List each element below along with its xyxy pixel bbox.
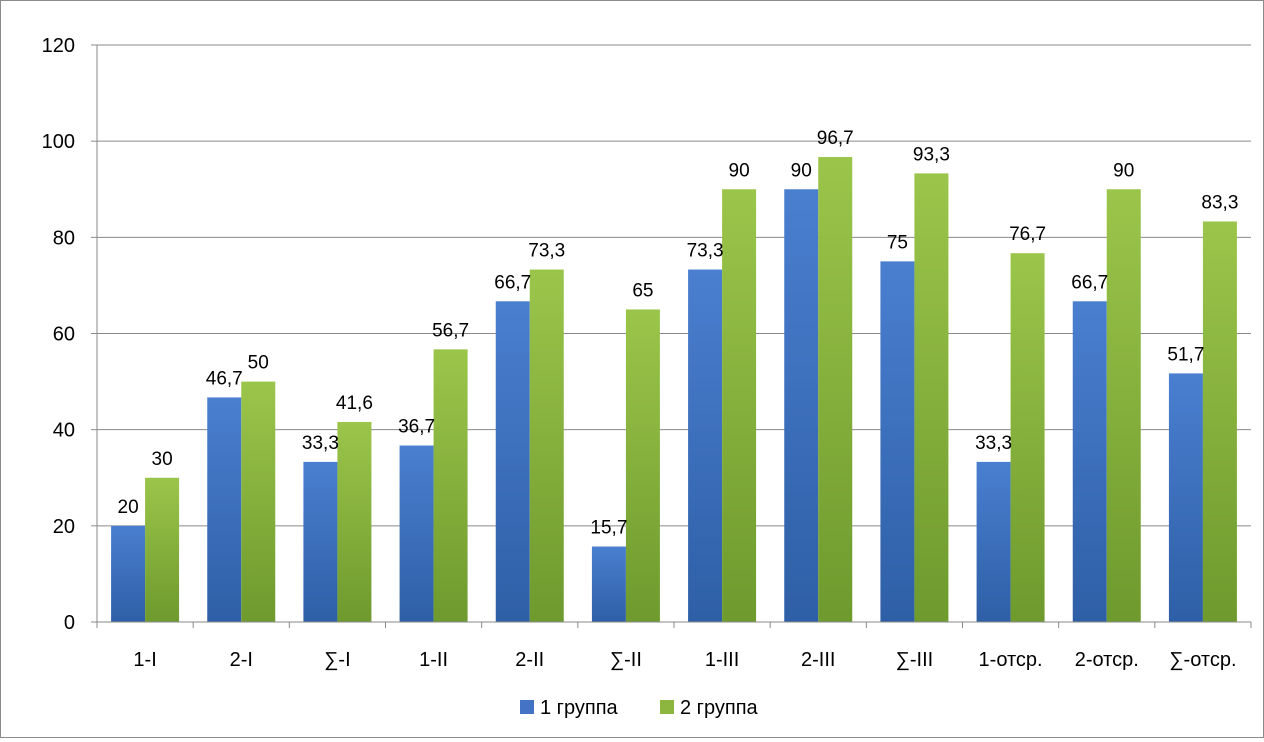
bar-1-∑-II [591,546,626,622]
y-tick-label: 20 [53,516,75,538]
y-axis: 0 20 40 60 80 100 120 [42,35,98,634]
data-label: 73,3 [528,241,565,262]
bar-2-2-I [241,381,276,622]
bar-2-1-III [722,189,757,622]
data-label: 96,7 [817,128,854,149]
bar-1-∑-отср. [1168,373,1203,622]
data-label: 83,3 [1201,192,1238,213]
data-label: 46,7 [206,368,243,389]
bar-1-2-III [784,189,819,622]
data-label: 36,7 [398,417,435,438]
data-label: 90 [1113,160,1134,181]
x-tick-label: ∑-II [610,649,642,671]
data-label: 50 [248,353,269,374]
x-tick-label: 2-II [515,649,544,671]
x-tick-label: 2-отср. [1075,649,1139,671]
y-tick-label: 60 [53,324,75,346]
data-label: 90 [729,160,750,181]
y-tick-label: 0 [64,612,75,634]
legend-label: 2 группа [680,697,759,719]
bar-2-∑-II [625,309,660,622]
data-label: 20 [118,497,139,518]
bar-1-1-отср. [976,461,1011,622]
bar-1-1-II [399,445,434,622]
bar-1-2-отср. [1072,301,1107,622]
bar-2-1-II [433,349,468,622]
x-tick-label: 2-III [801,649,835,671]
data-label: 73,3 [687,241,724,262]
data-label: 65 [632,280,653,301]
data-label: 66,7 [494,272,531,293]
bar-1-∑-I [303,461,338,622]
data-label: 90 [791,160,812,181]
bar-2-2-II [529,269,564,622]
data-labels: 20 30 46,750 33,3 41,6 36,7 56,7 66,7 73,3 15,7 65… [118,128,1239,538]
data-label: 56,7 [432,320,469,341]
x-tick-label: ∑-I [324,649,350,671]
legend-swatch [520,700,534,714]
legend-label: 1 группа [540,697,619,719]
bar-2-1-I [145,477,180,622]
x-tick-label: 1-I [133,649,156,671]
legend-swatch [660,700,674,714]
y-tick-label: 80 [53,227,75,249]
y-tick-label: 120 [42,35,75,57]
data-label: 93,3 [913,144,950,165]
x-tick-label: 1-II [419,649,448,671]
data-label: 33,3 [302,433,339,454]
data-label: 15,7 [590,518,627,539]
bar-1-2-I [207,397,242,622]
legend: 1 группа 2 группа [520,697,759,719]
data-label: 76,7 [1009,224,1046,245]
bar-2-∑-I [337,421,372,622]
y-tick-label: 100 [42,131,75,153]
bar-1-1-I [111,525,146,622]
data-label: 30 [152,449,173,470]
bar-1-∑-III [880,261,915,622]
x-tick-label: ∑-III [896,649,934,671]
y-tick-label: 40 [53,420,75,442]
bar-2-1-отср. [1010,253,1045,622]
bar-1-2-II [495,301,530,622]
bar-2-2-отср. [1106,189,1141,622]
bar-2-2-III [818,157,853,622]
x-axis: 1-I 2-I ∑-I 1-II 2-II ∑-II 1-III 2-III ∑-III 1-от… [96,621,1252,671]
data-label: 33,3 [975,433,1012,454]
data-label: 75 [887,232,908,253]
x-tick-label: 1-отср. [979,649,1043,671]
data-label: 66,7 [1071,272,1108,293]
bars [111,157,1237,623]
bar-2-∑-III [914,173,949,622]
x-tick-label: ∑-отср. [1169,649,1236,671]
bar-1-1-III [688,269,723,622]
bar-2-∑-отср. [1202,221,1237,623]
gridlines [97,44,1251,527]
data-label: 51,7 [1167,344,1204,365]
x-tick-label: 2-I [230,649,253,671]
x-tick-label: 1-III [705,649,739,671]
data-label: 41,6 [336,393,373,414]
